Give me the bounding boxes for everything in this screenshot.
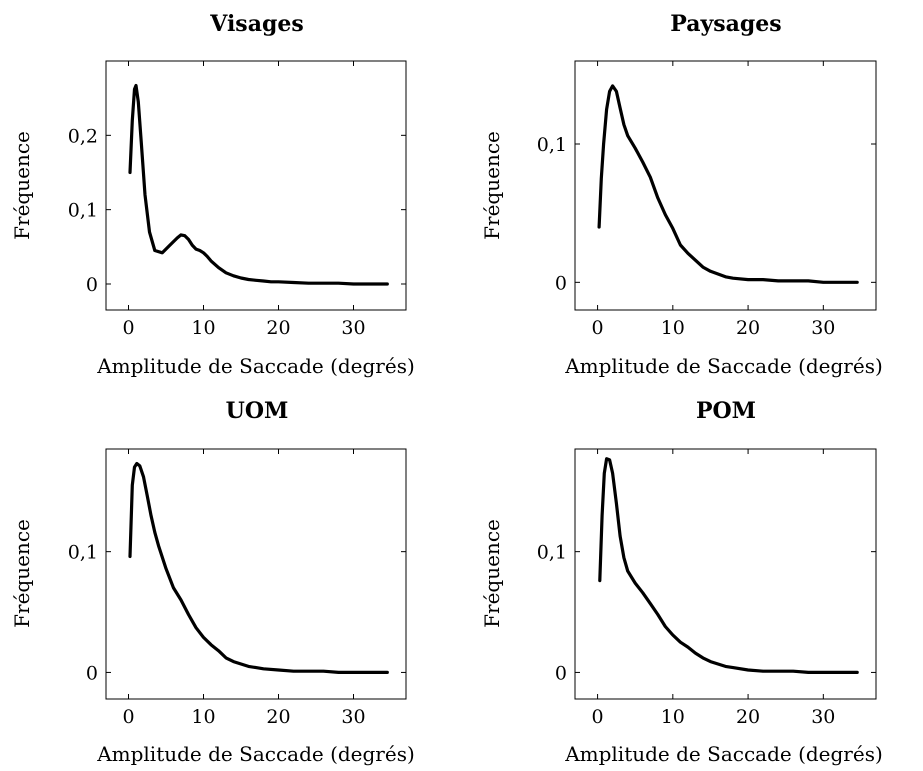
tick-group: 0 10 20 30 0 0,1 xyxy=(68,449,406,728)
plot-frame xyxy=(574,60,877,311)
y-axis-label: Fréquence xyxy=(480,131,504,240)
panel-paysages: Paysages 0 10 20 30 0 0,1 Amplitude de Saccad… xyxy=(480,11,883,378)
series-line xyxy=(128,461,389,674)
y-tick-label: 0 xyxy=(86,274,98,296)
x-tick-label: 20 xyxy=(736,317,760,339)
chart-title: Visages xyxy=(209,11,303,37)
x-axis-label: Amplitude de Saccade (degrés) xyxy=(564,742,883,766)
y-tick-label: 0,1 xyxy=(68,200,98,222)
y-tick-label: 0,1 xyxy=(537,542,567,564)
tick-group: 0 10 20 30 0 0,1 xyxy=(537,449,876,728)
y-axis-label: Fréquence xyxy=(10,519,34,628)
series-line xyxy=(597,84,859,284)
x-tick-label: 10 xyxy=(661,706,685,728)
tick-group: 0 10 20 30 0 0,1 xyxy=(537,61,876,339)
panel-uom: UOM 0 10 20 30 0 0,1 Amplitude de Saccade (de… xyxy=(10,398,415,766)
x-tick-label: 0 xyxy=(592,317,604,339)
x-tick-label: 30 xyxy=(811,706,835,728)
x-tick-label: 10 xyxy=(191,706,215,728)
plot-frame xyxy=(105,60,407,311)
x-tick-label: 0 xyxy=(122,706,134,728)
y-tick-label: 0 xyxy=(555,272,567,294)
y-tick-label: 0,1 xyxy=(537,134,567,156)
y-axis-label: Fréquence xyxy=(10,131,34,240)
x-axis-label: Amplitude de Saccade (degrés) xyxy=(96,354,415,378)
x-tick-label: 30 xyxy=(341,317,365,339)
plot-frame xyxy=(574,448,877,700)
series-line xyxy=(128,83,389,286)
x-tick-label: 20 xyxy=(266,317,290,339)
panel-pom: POM 0 10 20 30 0 0,1 Amplitude de Saccade (de… xyxy=(480,398,883,766)
x-axis-label: Amplitude de Saccade (degrés) xyxy=(96,742,415,766)
series-line xyxy=(598,457,859,674)
x-tick-label: 0 xyxy=(592,706,604,728)
y-tick-label: 0 xyxy=(555,662,567,684)
x-axis-label: Amplitude de Saccade (degrés) xyxy=(564,354,883,378)
x-tick-label: 30 xyxy=(811,317,835,339)
x-tick-label: 30 xyxy=(341,706,365,728)
x-tick-label: 20 xyxy=(736,706,760,728)
plot-frame xyxy=(105,448,407,700)
x-tick-label: 10 xyxy=(661,317,685,339)
y-tick-label: 0 xyxy=(86,662,98,684)
chart-title: UOM xyxy=(226,398,289,424)
chart-title: Paysages xyxy=(670,11,781,37)
x-tick-label: 0 xyxy=(122,317,134,339)
y-tick-label: 0,1 xyxy=(68,542,98,564)
y-axis-label: Fréquence xyxy=(480,519,504,628)
x-tick-label: 10 xyxy=(191,317,215,339)
chart-title: POM xyxy=(696,398,756,424)
x-tick-label: 20 xyxy=(266,706,290,728)
tick-group: 0 10 20 30 0 0,1 0,2 xyxy=(68,61,406,339)
panel-visages: Visages 0 10 20 30 0 0,1 0,2 Amplitude de Sacc… xyxy=(10,11,415,378)
y-tick-label: 0,2 xyxy=(68,125,98,147)
